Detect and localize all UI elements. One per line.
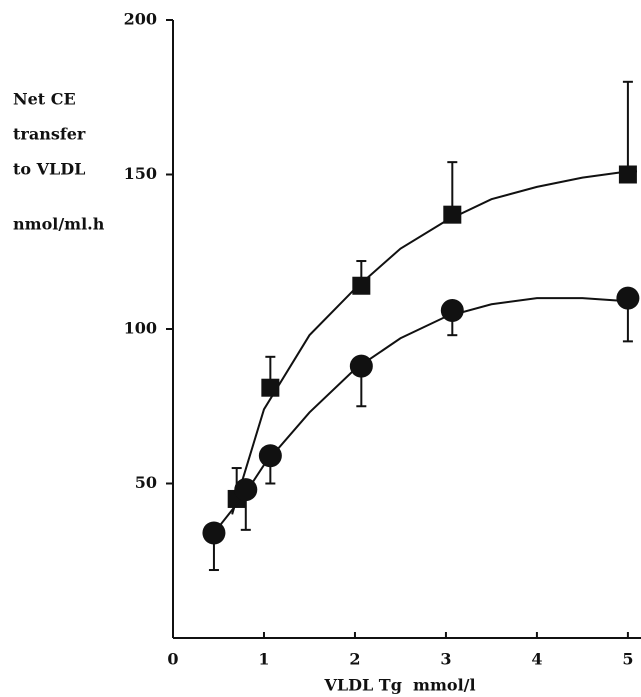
y-axis-label: nmol/ml.h	[13, 215, 105, 234]
y-axis-label: to VLDL	[13, 160, 85, 179]
x-tick-label: 5	[622, 650, 633, 669]
circle-marker	[234, 478, 258, 502]
y-tick-label: 150	[124, 164, 157, 183]
circle-marker	[202, 521, 226, 545]
y-axis-label: transfer	[13, 125, 86, 144]
y-tick-label: 200	[124, 10, 157, 29]
circle-marker	[258, 444, 282, 468]
circle-marker	[440, 298, 464, 322]
x-tick-label: 3	[440, 650, 451, 669]
circle-marker	[349, 354, 373, 378]
y-tick-label: 100	[124, 319, 157, 338]
x-axis-label: VLDL Tg mmol/l	[323, 676, 475, 695]
fit-curve	[231, 170, 637, 515]
x-tick-label: 0	[167, 650, 178, 669]
square-marker	[261, 378, 280, 397]
x-tick-label: 1	[258, 650, 269, 669]
fit-curve	[213, 297, 637, 534]
square-marker	[352, 276, 371, 295]
x-tick-label: 4	[531, 650, 542, 669]
y-tick-label: 50	[135, 473, 157, 492]
square-marker	[618, 165, 637, 184]
square-marker	[443, 205, 462, 224]
x-tick-label: 2	[349, 650, 360, 669]
circle-marker	[616, 286, 640, 310]
y-axis-label: Net CE	[13, 90, 76, 109]
